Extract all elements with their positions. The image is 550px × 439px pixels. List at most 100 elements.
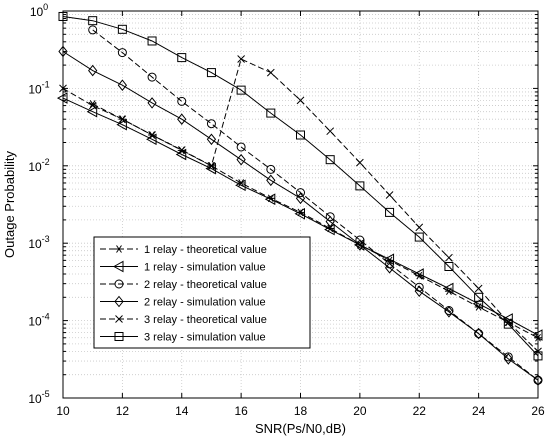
marker-diamond (206, 133, 217, 146)
marker-x-stroke (385, 191, 394, 199)
legend-marker (115, 245, 123, 253)
legend-marker (115, 315, 123, 323)
marker-x-stroke (415, 223, 424, 232)
marker-triangle (112, 260, 124, 273)
marker-diamond (117, 79, 128, 91)
marker-diamond (88, 64, 98, 77)
data-point (235, 179, 246, 192)
data-point (177, 113, 187, 126)
marker-triangle (146, 133, 157, 146)
data-point (503, 353, 513, 365)
marker-diamond (414, 285, 424, 297)
data-point (442, 282, 454, 295)
data-point (266, 174, 276, 187)
marker-diamond (444, 305, 454, 318)
data-point (147, 72, 157, 82)
data-point (296, 188, 305, 198)
data-point (326, 127, 335, 136)
data-point (414, 285, 424, 297)
legend-item: 1 relay - simulation value (100, 260, 266, 274)
y-tick-label: 10-4 (28, 312, 49, 329)
marker-x-stroke (326, 127, 335, 136)
y-tick-label: 10-3 (28, 234, 49, 251)
marker-diamond (177, 113, 187, 126)
data-point (503, 319, 513, 329)
data-point (147, 97, 157, 109)
series-line (92, 29, 539, 381)
legend-item: 3 relay - simulation value (100, 332, 266, 344)
data-point (266, 68, 275, 77)
marker-x-stroke (115, 315, 123, 323)
marker-x-stroke (148, 131, 156, 139)
y-tick-label: 10-2 (28, 157, 49, 174)
y-tick-label: 100 (30, 2, 48, 19)
marker-square (444, 261, 454, 271)
data-point (237, 55, 245, 63)
marker-x-stroke (266, 68, 275, 77)
data-point (385, 191, 394, 199)
marker-square (88, 16, 98, 26)
data-point (88, 16, 98, 26)
marker-triangle (413, 268, 424, 280)
marker-triangle (264, 193, 276, 206)
marker-circle (503, 352, 513, 362)
marker-x-stroke (118, 115, 127, 124)
marker-diamond (325, 215, 335, 228)
marker-square (117, 24, 127, 34)
legend-box (93, 236, 311, 349)
legend-item: 1 relay - theoretical value (100, 244, 267, 256)
marker-square (296, 130, 305, 140)
data-point (445, 253, 453, 262)
marker-circle (114, 279, 124, 289)
marker-triangle (294, 207, 305, 220)
data-point (385, 207, 395, 217)
marker-diamond (355, 239, 365, 251)
legend-label: 1 relay - theoretical value (144, 244, 267, 256)
data-point (206, 119, 216, 129)
marker-asterisk-stroke (89, 100, 96, 108)
legend-marker (114, 279, 124, 289)
data-point (294, 207, 305, 220)
marker-square (414, 232, 424, 242)
marker-square (474, 292, 484, 302)
data-point (177, 146, 186, 154)
series-2 (56, 92, 543, 341)
marker-x-stroke (237, 55, 245, 63)
x-tick-label: 16 (234, 404, 248, 418)
data-point (296, 96, 305, 105)
data-point (236, 153, 246, 166)
x-tick-label: 12 (116, 404, 130, 418)
marker-diamond (236, 153, 246, 166)
marker-asterisk-stroke (116, 245, 122, 253)
data-point (415, 223, 424, 232)
marker-circle (88, 25, 98, 35)
legend-label: 3 relay - simulation value (144, 332, 266, 344)
marker-triangle (442, 282, 454, 295)
data-point (355, 181, 365, 191)
y-tick-label: 10-1 (28, 79, 49, 96)
data-point (207, 161, 216, 170)
data-point (325, 212, 335, 222)
series-4 (58, 45, 543, 386)
marker-square (385, 207, 395, 217)
legend-item: 2 relay - theoretical value (100, 279, 267, 291)
data-point (356, 158, 364, 167)
marker-x-stroke (88, 101, 97, 110)
marker-circle (296, 188, 305, 198)
data-point (383, 253, 395, 266)
marker-square (206, 68, 216, 78)
marker-circle (177, 96, 187, 106)
data-point (266, 164, 276, 174)
x-tick-label: 24 (472, 404, 486, 418)
data-point (88, 101, 97, 110)
marker-circle (206, 119, 216, 129)
marker-diamond (147, 97, 157, 109)
y-tick-label: 10-5 (28, 389, 49, 406)
series-line (62, 97, 539, 336)
marker-triangle (175, 148, 187, 161)
legend-label: 3 relay - theoretical value (144, 314, 267, 326)
data-point (444, 305, 454, 318)
x-tick-label: 22 (413, 404, 427, 418)
marker-circle (355, 235, 365, 245)
